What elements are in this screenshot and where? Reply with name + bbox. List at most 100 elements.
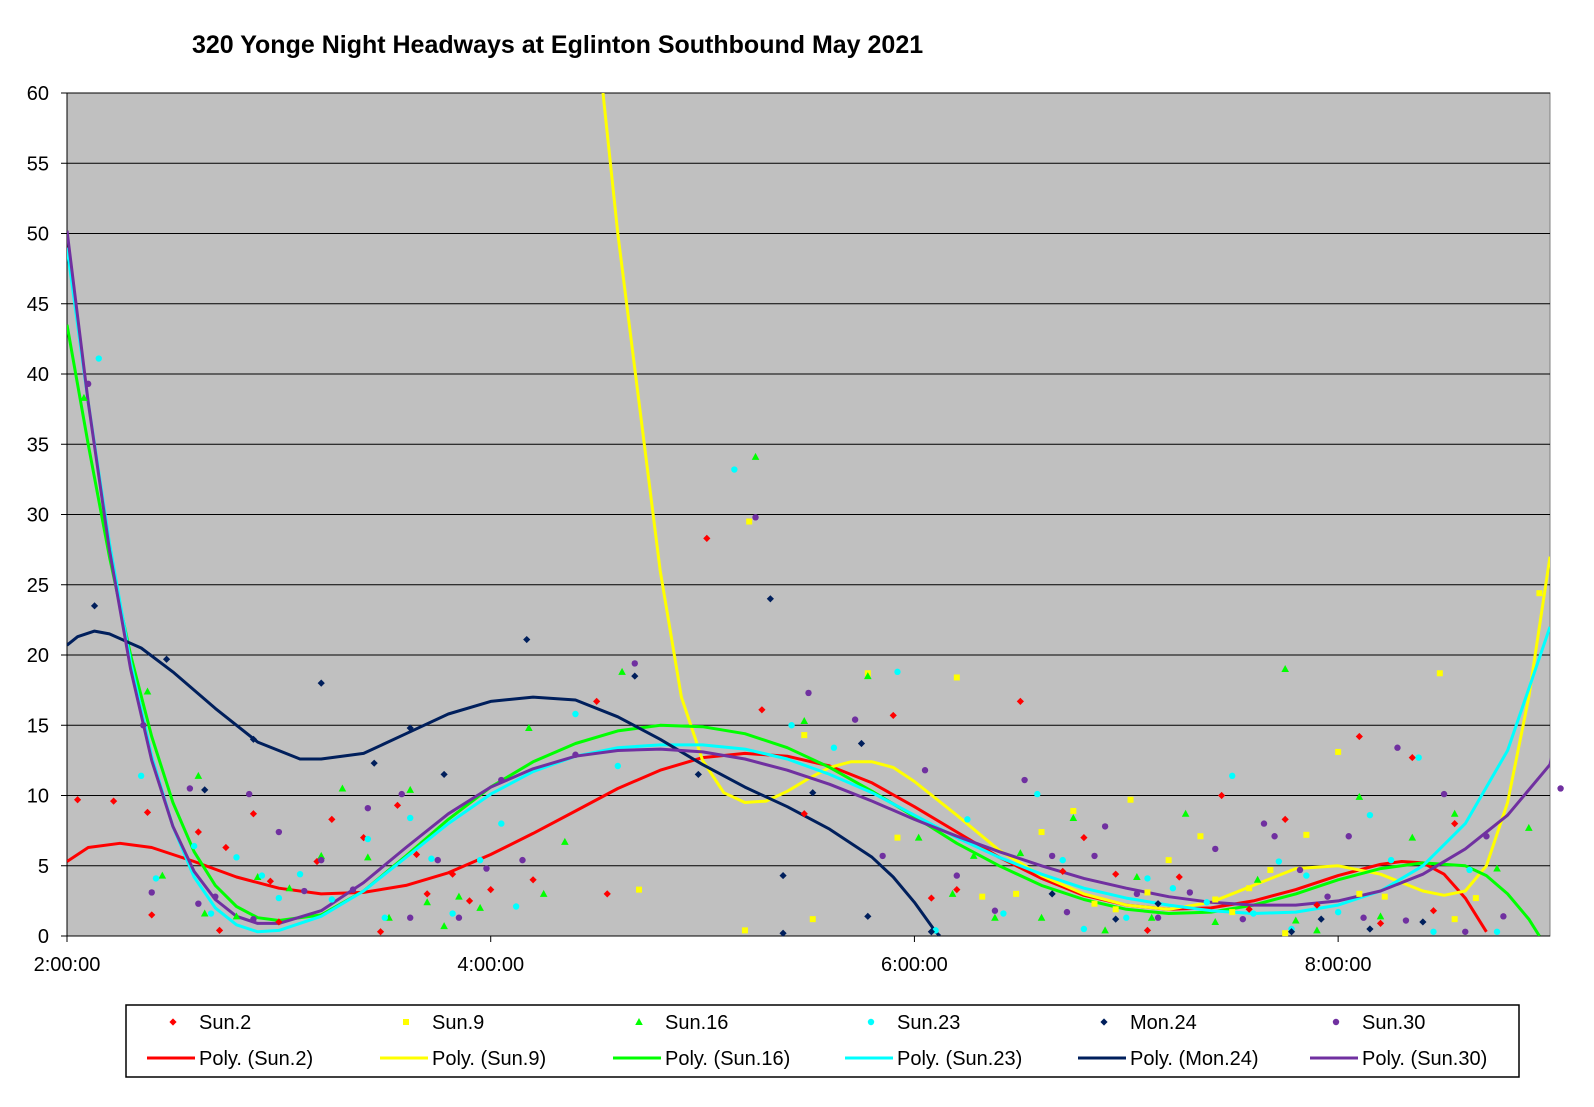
point-sun-2 <box>148 911 156 919</box>
legend-box <box>125 1004 1520 1078</box>
point-sun-2 <box>215 926 224 934</box>
y-tick-label: 35 <box>27 434 49 456</box>
point-sun-16 <box>285 884 294 892</box>
point-sun-2 <box>376 928 385 936</box>
point-mon-24 <box>90 602 99 610</box>
point-sun-30 <box>1394 744 1401 751</box>
point-sun-9 <box>1038 829 1045 836</box>
point-mon-24 <box>766 595 774 603</box>
point-sun-23 <box>364 835 372 843</box>
point-sun-16 <box>1408 833 1417 841</box>
point-sun-23 <box>328 896 336 903</box>
point-sun-16 <box>253 872 262 880</box>
y-tick-label: 60 <box>27 83 49 105</box>
point-sun-30 <box>1186 889 1194 896</box>
point-sun-16 <box>440 922 448 930</box>
legend-label: Poly. (Sun.16) <box>665 1048 790 1070</box>
point-sun-30 <box>1021 776 1028 784</box>
legend-label: Sun.2 <box>199 1012 251 1034</box>
point-sun-9 <box>1229 909 1236 916</box>
point-sun-9 <box>746 518 753 525</box>
point-sun-2 <box>593 697 601 705</box>
point-sun-2 <box>487 886 495 894</box>
point-sun-9 <box>636 886 643 893</box>
point-sun-2 <box>393 801 402 809</box>
point-sun-16 <box>317 851 326 859</box>
point-sun-30 <box>851 716 859 723</box>
point-sun-2 <box>758 706 766 714</box>
point-sun-2 <box>412 850 421 859</box>
y-tick-label: 45 <box>27 294 49 316</box>
point-sun-2 <box>194 828 202 836</box>
point-sun-9 <box>1356 890 1363 897</box>
point-sun-2 <box>1281 815 1289 823</box>
legend: Sun.2 Sun.9 Sun.16 Sun.23 Mon.24 Sun.30 Poly. … <box>147 1012 1487 1070</box>
legend-label: Poly. (Sun.30) <box>1362 1048 1487 1070</box>
point-sun-23 <box>1144 875 1151 882</box>
y-tick-label: 5 <box>38 856 49 878</box>
point-sun-9 <box>741 927 748 934</box>
point-sun-9 <box>1070 807 1077 814</box>
point-mon-24 <box>864 912 872 920</box>
point-sun-16 <box>1493 864 1501 872</box>
point-mon-24 <box>779 929 787 937</box>
point-sun-30 <box>572 751 579 758</box>
point-sun-30 <box>1296 866 1304 874</box>
point-sun-23 <box>1275 858 1283 865</box>
point-sun-30 <box>805 689 812 697</box>
point-sun-2 <box>1218 791 1226 800</box>
y-tick-label: 20 <box>27 645 49 667</box>
point-sun-30 <box>1345 833 1352 840</box>
point-sun-30 <box>631 660 638 667</box>
point-sun-30 <box>1462 928 1469 935</box>
point-sun-2 <box>703 534 711 542</box>
point-sun-23 <box>614 762 622 770</box>
point-mon-24 <box>1154 900 1162 908</box>
trendline-poly-mon-24- <box>67 629 941 936</box>
grid-lines <box>67 92 1550 867</box>
point-sun-30 <box>519 856 526 864</box>
point-sun-9 <box>1212 896 1219 903</box>
point-sun-16 <box>200 909 209 917</box>
point-sun-30 <box>1091 852 1098 860</box>
point-sun-23 <box>1250 910 1257 917</box>
point-sun-30 <box>455 914 463 921</box>
point-sun-30 <box>250 915 257 923</box>
point-sun-2 <box>275 918 283 926</box>
point-mon-24 <box>857 739 866 748</box>
point-sun-23 <box>428 855 435 862</box>
point-sun-30 <box>1500 913 1507 920</box>
point-sun-30 <box>318 856 325 864</box>
point-sun-30 <box>1557 785 1564 792</box>
point-mon-24 <box>523 635 531 644</box>
point-mon-24 <box>1419 918 1427 926</box>
point-sun-2 <box>889 711 897 720</box>
point-sun-9 <box>953 674 960 681</box>
point-mon-24 <box>779 871 787 880</box>
point-mon-24 <box>694 770 702 779</box>
point-sun-2 <box>1355 732 1363 741</box>
point-sun-2 <box>1376 919 1385 927</box>
point-sun-30 <box>1063 908 1071 916</box>
point-sun-30 <box>1048 852 1056 860</box>
point-sun-30 <box>301 887 308 895</box>
point-sun-23 <box>1430 928 1437 935</box>
point-sun-30 <box>364 804 372 812</box>
legend-label: Sun.16 <box>665 1012 728 1034</box>
point-sun-30 <box>407 914 414 921</box>
trendline-poly-sun-9- <box>601 93 1550 911</box>
point-sun-16 <box>1376 912 1385 920</box>
point-sun-23 <box>1123 914 1130 921</box>
point-sun-16 <box>476 903 484 911</box>
point-sun-2 <box>927 894 935 902</box>
point-sun-16 <box>232 912 241 920</box>
point-sun-16 <box>1450 809 1459 817</box>
point-sun-30 <box>1154 914 1162 921</box>
point-sun-9 <box>1335 748 1342 755</box>
point-sun-30 <box>953 872 960 879</box>
point-sun-23 <box>1080 925 1088 933</box>
point-sun-2 <box>1175 873 1183 881</box>
point-mon-24 <box>370 759 378 767</box>
point-sun-2 <box>800 810 808 818</box>
point-sun-23 <box>1387 856 1395 864</box>
